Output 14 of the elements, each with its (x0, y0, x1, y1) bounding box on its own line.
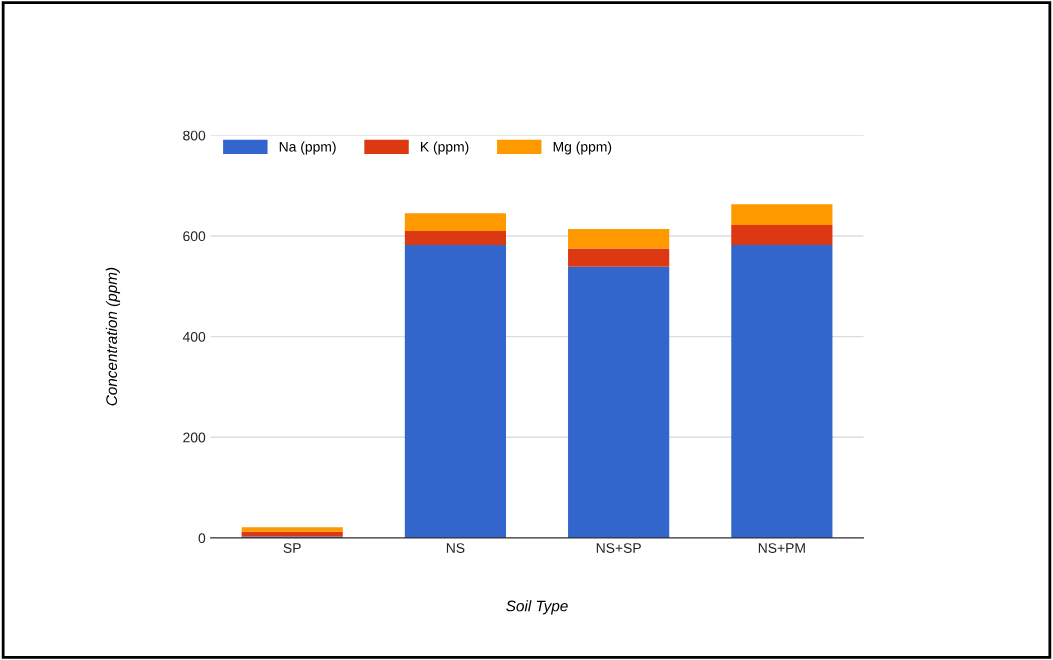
y-tick-label: 800 (183, 130, 206, 141)
y-axis-title: Concentration (ppm) (105, 267, 121, 406)
x-tick-label: NS (446, 543, 465, 553)
y-tick-label: 600 (183, 231, 206, 242)
y-tick-label: 400 (182, 331, 206, 342)
legend-label: Mg (ppm) (553, 141, 612, 155)
x-axis-title: Soil Type (506, 600, 568, 615)
y-tick-label: 200 (183, 432, 206, 443)
x-tick-label: NS+SP (596, 543, 641, 553)
legend-label: Na (ppm) (279, 141, 336, 155)
x-tick-label: NS+PM (758, 543, 805, 553)
y-tick-label: 0 (198, 533, 206, 544)
x-tick-label: SP (283, 543, 301, 553)
legend-label: K (ppm) (421, 141, 469, 155)
